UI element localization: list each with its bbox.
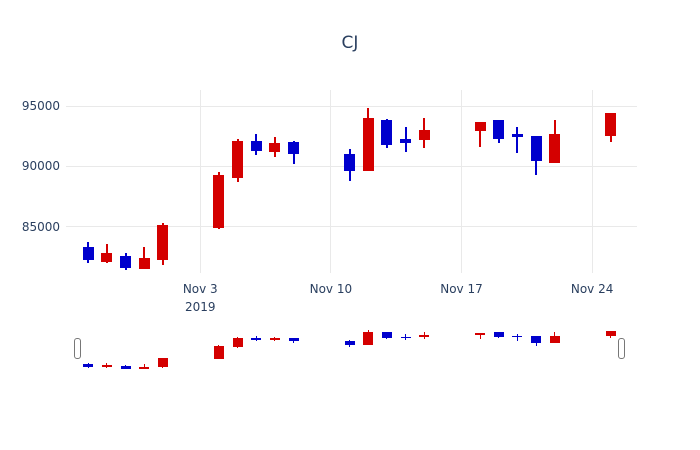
rangeslider-candle-body: [475, 332, 486, 336]
candle-body[interactable]: [138, 258, 150, 269]
candle-body[interactable]: [82, 247, 94, 261]
candle-body[interactable]: [101, 253, 113, 262]
rangeslider-candle-wick: [479, 332, 481, 340]
candle-body[interactable]: [362, 118, 374, 172]
rangeslider-candle-wick: [106, 362, 108, 368]
candle-body[interactable]: [288, 142, 300, 155]
rangeslider-candle-body: [381, 332, 392, 339]
rangeslider-candle-body: [605, 330, 616, 337]
x-tick-label: Nov 24: [570, 282, 614, 296]
candle-wick: [479, 121, 482, 147]
candle-body[interactable]: [511, 133, 523, 138]
x-tick-label: Nov 3: [182, 282, 218, 296]
x-tick-label: Nov 17: [440, 282, 483, 296]
candle-body[interactable]: [474, 121, 486, 132]
rangeslider-candle-body: [157, 358, 168, 368]
rangeslider-candle-body: [120, 365, 131, 369]
y-tick-label: 90000: [21, 159, 60, 174]
rangeslider-candle-body: [400, 336, 411, 339]
candle-body[interactable]: [605, 113, 617, 137]
candle-body[interactable]: [120, 255, 132, 268]
rangeslider-candle-body: [101, 365, 112, 368]
rangeslider-candle-body: [83, 363, 94, 368]
rangeslider-candle-body: [269, 338, 280, 341]
candle-body[interactable]: [269, 143, 281, 152]
candle-body[interactable]: [344, 154, 356, 172]
candle-wick: [516, 126, 519, 154]
rangeslider-candle-body: [213, 345, 224, 360]
rangeslider-candle-body: [549, 335, 560, 343]
rangeslider-right-handle[interactable]: [618, 338, 626, 359]
x-gridline: [199, 90, 201, 273]
rangeslider-candle-body: [531, 336, 542, 343]
rangeslider-candle-body: [232, 337, 243, 347]
x-tick-label: Nov 10: [309, 282, 353, 296]
y-gridline: [66, 226, 637, 228]
rangeslider-candle-body: [363, 331, 374, 345]
candle-body[interactable]: [418, 130, 430, 140]
chart-title: CJ: [341, 33, 359, 53]
rangeslider-left-handle[interactable]: [73, 338, 81, 359]
rangeslider-candle-body: [251, 337, 262, 340]
rangeslider-candle-body: [139, 366, 150, 370]
rangeslider-candle-body: [344, 340, 355, 345]
y-tick-label: 85000: [21, 219, 60, 234]
candle-body[interactable]: [530, 136, 542, 162]
y-gridline: [66, 105, 637, 107]
candle-body[interactable]: [157, 225, 169, 261]
x-gridline: [591, 90, 593, 273]
rangeslider-candle-body: [419, 334, 430, 338]
rangeslider[interactable]: [66, 327, 637, 373]
rangeslider-candle-body: [493, 332, 504, 337]
rangeslider-candle-body: [288, 337, 299, 341]
candle-body[interactable]: [493, 120, 505, 139]
candle-body[interactable]: [250, 140, 262, 151]
x-gridline: [461, 90, 462, 273]
candle-body[interactable]: [549, 133, 561, 163]
y-tick-label: 95000: [21, 99, 60, 113]
rangeslider-candle-body: [512, 335, 523, 338]
candle-body[interactable]: [232, 140, 244, 179]
candle-wick: [105, 243, 108, 263]
x-gridline: [330, 90, 332, 273]
x-tick-sublabel: 2019: [184, 300, 216, 314]
candle-body[interactable]: [381, 120, 393, 145]
candle-body[interactable]: [400, 138, 412, 144]
candle-body[interactable]: [213, 174, 225, 228]
